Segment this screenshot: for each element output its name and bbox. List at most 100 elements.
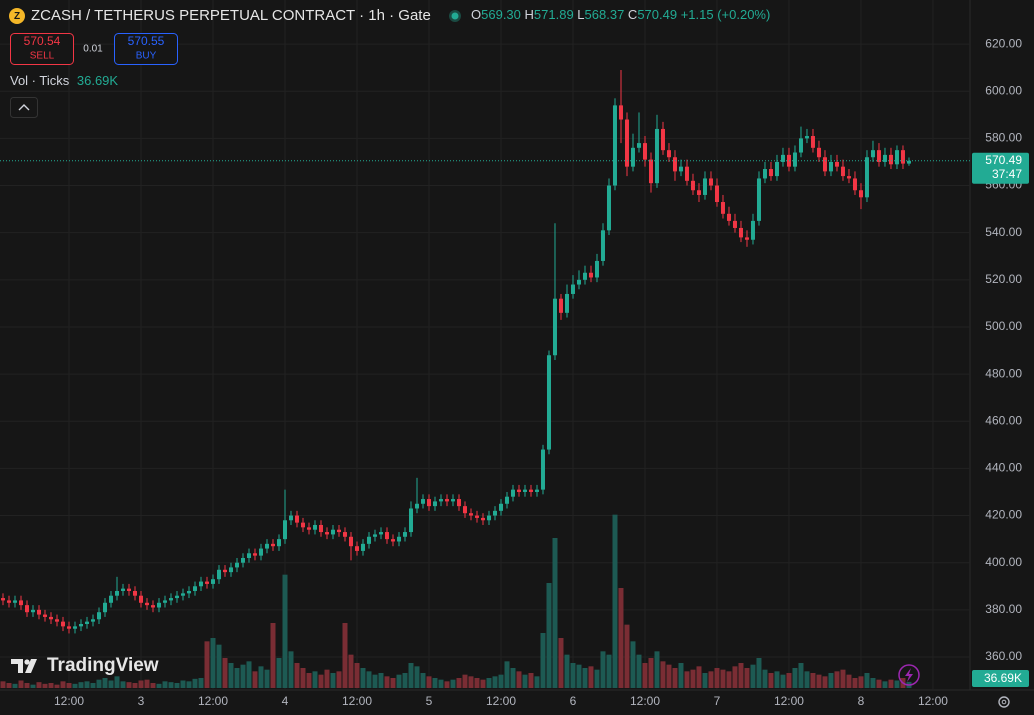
candle-body xyxy=(774,161,779,177)
candle-body xyxy=(552,298,557,356)
candle-body xyxy=(594,260,599,278)
candle-body xyxy=(840,166,845,177)
volume-bar xyxy=(330,673,336,688)
candle-body xyxy=(378,532,383,535)
volume-bar xyxy=(372,674,378,688)
candle-body xyxy=(300,522,305,528)
volume-bar xyxy=(618,588,624,688)
volume-bar xyxy=(222,658,228,688)
candle-body xyxy=(216,569,221,580)
volume-bar xyxy=(528,673,534,688)
volume-bar xyxy=(438,679,444,688)
volume-bar xyxy=(564,654,570,688)
lightning-icon[interactable] xyxy=(905,668,913,682)
candle-body xyxy=(600,230,605,261)
candle-body xyxy=(624,119,629,167)
volume-bar xyxy=(558,638,564,688)
candle-body xyxy=(150,605,155,608)
volume-bar xyxy=(768,673,774,688)
buy-box[interactable] xyxy=(114,33,178,65)
volume-bar xyxy=(108,680,114,688)
candle-body xyxy=(564,293,569,313)
volume-bar xyxy=(204,641,210,688)
volume-bar xyxy=(690,669,696,688)
candle-body xyxy=(72,626,77,629)
collapse-box[interactable] xyxy=(10,97,38,118)
sell-price[interactable]: 570.54 xyxy=(24,34,61,48)
volume-bar xyxy=(882,681,888,688)
settings-button[interactable] xyxy=(998,696,1010,708)
volume-bar xyxy=(414,666,420,688)
volume-bar xyxy=(252,671,258,688)
volume-bar xyxy=(162,681,168,688)
volume-bar xyxy=(318,674,324,688)
volume-bar xyxy=(582,668,588,688)
candle-body xyxy=(102,602,107,613)
candle-body xyxy=(660,128,665,151)
volume-bar xyxy=(84,681,90,688)
change: +1.15 (+0.20%) xyxy=(681,7,771,22)
candle-body xyxy=(318,524,323,533)
sell-label[interactable]: SELL xyxy=(30,51,55,62)
candle-body xyxy=(234,562,239,568)
sell-box[interactable] xyxy=(10,33,74,65)
buy-button[interactable]: 570.55 BUY xyxy=(114,33,178,65)
candle-body xyxy=(462,506,467,514)
volume-legend-name: Vol · Ticks xyxy=(10,73,70,88)
volume-bar xyxy=(258,666,264,688)
volume-bar xyxy=(240,664,246,688)
symbol-icon xyxy=(9,8,25,24)
candle-body xyxy=(426,499,431,507)
volume-bar xyxy=(756,658,762,688)
candle-body xyxy=(312,524,317,530)
candle-body xyxy=(864,157,869,198)
candle-body xyxy=(744,237,749,240)
settings-icon[interactable] xyxy=(1001,699,1007,705)
candle-body xyxy=(84,621,89,624)
candle-body xyxy=(336,529,341,533)
candle-body xyxy=(792,152,797,167)
volume-tag xyxy=(972,670,1029,687)
volume-bar xyxy=(798,663,804,688)
candle-body xyxy=(516,489,521,492)
candle-body xyxy=(306,527,311,530)
candle-body xyxy=(396,536,401,542)
candle-body xyxy=(186,590,191,594)
collapse-button[interactable] xyxy=(10,97,38,118)
candle-body xyxy=(402,532,407,537)
candle-body xyxy=(456,499,461,507)
volume-bar xyxy=(216,644,222,688)
candle-body xyxy=(636,143,641,148)
buy-label[interactable]: BUY xyxy=(136,51,157,62)
volume-bar xyxy=(60,681,66,688)
buy-price[interactable]: 570.55 xyxy=(128,34,165,48)
volume-bar xyxy=(6,683,12,688)
volume-bar xyxy=(630,641,636,688)
candle-body xyxy=(360,543,365,551)
volume-bar xyxy=(132,683,138,688)
volume-bar xyxy=(648,658,654,688)
volume-bar xyxy=(378,673,384,688)
collapse-icon[interactable] xyxy=(18,104,30,111)
x-tick-label: 12:00 xyxy=(54,694,84,708)
candle-body xyxy=(6,600,11,603)
candle-body xyxy=(96,612,101,620)
volume-bar xyxy=(732,666,738,688)
candle-body xyxy=(198,581,203,587)
volume-bar xyxy=(312,671,318,688)
candle-body xyxy=(420,499,425,504)
x-tick-label: 8 xyxy=(858,694,865,708)
volume-bar xyxy=(174,683,180,688)
candle-body xyxy=(738,227,743,238)
volume-pane xyxy=(0,514,912,688)
x-tick-label: 5 xyxy=(426,694,433,708)
volume-bar xyxy=(90,683,96,688)
volume-bar xyxy=(306,673,312,688)
volume-bar xyxy=(354,663,360,688)
candle-body xyxy=(222,569,227,573)
sell-button[interactable]: 570.54 SELL xyxy=(10,33,74,65)
volume-bar xyxy=(678,663,684,688)
volume-bar xyxy=(54,684,60,688)
lightning-button[interactable] xyxy=(898,664,920,686)
candle-body xyxy=(900,150,905,164)
